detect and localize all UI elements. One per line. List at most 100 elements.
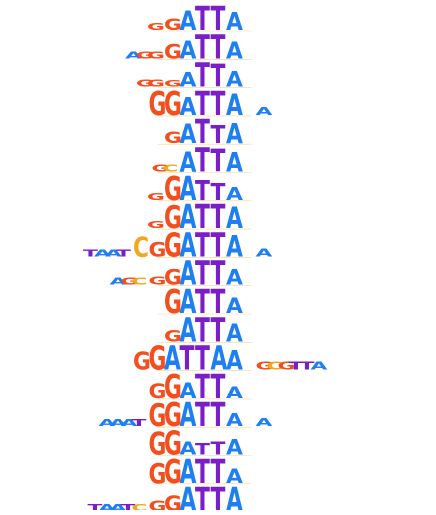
motif-6-a-glyph: A <box>226 184 244 204</box>
motif-14-flank-left-a-glyph: A <box>109 417 126 429</box>
motif-14-flank-right-a-glyph: A <box>256 417 274 429</box>
motif-4-t-glyph: T <box>195 112 211 151</box>
motif-11-t-glyph: T <box>211 311 227 350</box>
motif-9-t-glyph: T <box>195 254 211 293</box>
motif-0-t-glyph: T <box>211 0 227 38</box>
motif-7-g-glyph: G <box>164 200 182 236</box>
motif-3-g-glyph: G <box>164 84 182 123</box>
motif-14-g-glyph: G <box>164 395 182 434</box>
motif-8-flank-right-a-glyph: A <box>256 247 274 259</box>
motif-6-a-glyph: A <box>180 169 197 208</box>
motif-7-a-glyph: A <box>226 202 244 236</box>
motif-9-a-glyph: A <box>180 254 197 293</box>
motif-1-flank-left-a-glyph: A <box>125 49 142 61</box>
motif-4-g-glyph: G <box>164 129 182 147</box>
motif-14-t-glyph: T <box>195 395 211 434</box>
motif-16-g-glyph: G <box>149 457 167 489</box>
motif-2-a-glyph: A <box>226 68 243 93</box>
motif-7-t-glyph: T <box>195 197 211 236</box>
motif-12-a-glyph: A <box>226 346 243 376</box>
motif-17-flank-left-a-glyph: A <box>99 502 116 510</box>
motif-10-t-glyph: T <box>195 282 211 321</box>
motif-0-a-glyph: A <box>180 6 197 36</box>
motif-3-flank-right-a-glyph: A <box>256 106 274 118</box>
motif-8-flank-left-a-glyph: A <box>105 247 122 259</box>
motif-14-a-glyph: A <box>226 410 244 430</box>
motif-5-t-glyph: T <box>211 144 226 180</box>
motif-5-t-glyph: T <box>195 141 211 180</box>
motif-17-a-glyph: A <box>226 480 243 510</box>
motif-7-t-glyph: T <box>211 197 227 236</box>
motif-6-t-glyph: T <box>195 174 210 206</box>
motif-8-a-glyph: A <box>180 226 197 265</box>
motif-14-flank-left-a-glyph: A <box>120 417 137 429</box>
motif-1-flank-left-g-glyph: G <box>147 49 165 61</box>
motif-14-g-glyph: G <box>149 398 167 434</box>
motif-8-a-glyph: A <box>226 230 244 264</box>
motif-12-flank-right-g-glyph: G <box>278 360 296 372</box>
motif-1-g-glyph: G <box>164 41 182 63</box>
motif-15-a-glyph: A <box>226 436 243 461</box>
motif-15-t-glyph: T <box>211 439 226 459</box>
motif-3-g-glyph: G <box>149 84 167 123</box>
motif-12-g-glyph: G <box>149 339 167 378</box>
motif-11-g-glyph: G <box>164 327 182 345</box>
motif-8-g-glyph: G <box>148 239 166 261</box>
motif-17-a-glyph: A <box>180 480 197 510</box>
motif-12-g-glyph: G <box>133 347 151 376</box>
motif-12-a-glyph: A <box>211 339 228 378</box>
motif-13-a-glyph: A <box>180 379 197 404</box>
motif-1-t-glyph: T <box>211 28 227 67</box>
motif-12-t-glyph: T <box>180 339 196 378</box>
motif-15-t-glyph: T <box>195 440 210 458</box>
motif-10-t-glyph: T <box>211 282 227 321</box>
motif-13-g-glyph: G <box>148 380 166 402</box>
motif-7-a-glyph: A <box>180 197 197 236</box>
motif-2-g-glyph: G <box>164 79 182 89</box>
motif-0-t-glyph: T <box>195 0 211 38</box>
motif-8-flank-left-a-glyph: A <box>94 247 111 259</box>
motif-16-t-glyph: T <box>195 452 211 491</box>
motif-8-t-glyph: T <box>211 226 227 265</box>
motif-11-a-glyph: A <box>180 311 197 350</box>
motif-13-g-glyph: G <box>164 367 182 406</box>
motif-16-a-glyph: A <box>226 465 243 487</box>
motif-5-a-glyph: A <box>226 148 243 178</box>
motif-12-flank-right-t-glyph: T <box>289 360 304 372</box>
motif-5-flank-left-g-glyph: G <box>152 162 170 174</box>
motif-17-flank-left-t-glyph: T <box>88 502 103 510</box>
motif-0-flank-left-g-glyph: G <box>147 21 165 33</box>
motif-5-a-glyph: A <box>179 146 196 178</box>
motif-17-flank-left-t-glyph: T <box>120 502 135 510</box>
motif-4-a-glyph: A <box>180 119 197 149</box>
motif-8-t-glyph: T <box>195 226 211 265</box>
motif-1-a-glyph: A <box>226 38 244 65</box>
motif-9-flank-left-c-glyph: C <box>132 275 148 287</box>
motif-17-g-glyph: G <box>164 492 182 510</box>
motif-6-g-glyph: G <box>164 169 182 208</box>
motif-2-flank-left-g-glyph: G <box>136 77 154 89</box>
motif-0-g-glyph: G <box>164 16 182 34</box>
motif-13-t-glyph: T <box>195 367 211 406</box>
motif-15-g-glyph: G <box>164 424 182 463</box>
motif-14-a-glyph: A <box>180 395 197 434</box>
motif-2-a-glyph: A <box>180 69 197 91</box>
motif-1-flank-left-g-glyph: G <box>136 49 154 61</box>
motif-17-flank-left-a-glyph: A <box>109 502 126 510</box>
motif-11-a-glyph: A <box>226 319 243 348</box>
motif-2-t-glyph: T <box>195 56 211 95</box>
motif-15-a-glyph: A <box>180 439 198 459</box>
motif-16-a-glyph: A <box>180 452 197 491</box>
motif-12-flank-right-t-glyph: T <box>300 360 315 372</box>
motif-10-a-glyph: A <box>180 282 197 321</box>
motif-9-flank-left-g-glyph: G <box>120 275 138 287</box>
motif-2-flank-left-g-glyph: G <box>147 77 165 89</box>
motif-16-t-glyph: T <box>211 452 227 491</box>
motif-13-t-glyph: T <box>211 367 227 406</box>
motif-9-t-glyph: T <box>211 254 227 293</box>
motif-8-c-glyph: C <box>133 231 149 263</box>
motif-12-a-glyph: A <box>164 339 181 378</box>
motif-17-t-glyph: T <box>211 480 227 510</box>
motif-16-g-glyph: G <box>164 452 182 491</box>
